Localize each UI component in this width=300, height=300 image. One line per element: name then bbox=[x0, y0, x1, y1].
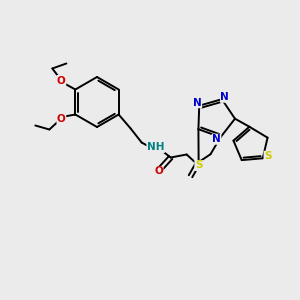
Text: O: O bbox=[57, 76, 66, 85]
Text: N: N bbox=[212, 134, 221, 144]
Text: NH: NH bbox=[147, 142, 164, 152]
Text: N: N bbox=[220, 92, 229, 102]
Text: N: N bbox=[193, 98, 202, 108]
Text: S: S bbox=[195, 160, 202, 170]
Text: O: O bbox=[154, 167, 163, 176]
Text: S: S bbox=[264, 151, 272, 161]
Text: O: O bbox=[57, 113, 66, 124]
